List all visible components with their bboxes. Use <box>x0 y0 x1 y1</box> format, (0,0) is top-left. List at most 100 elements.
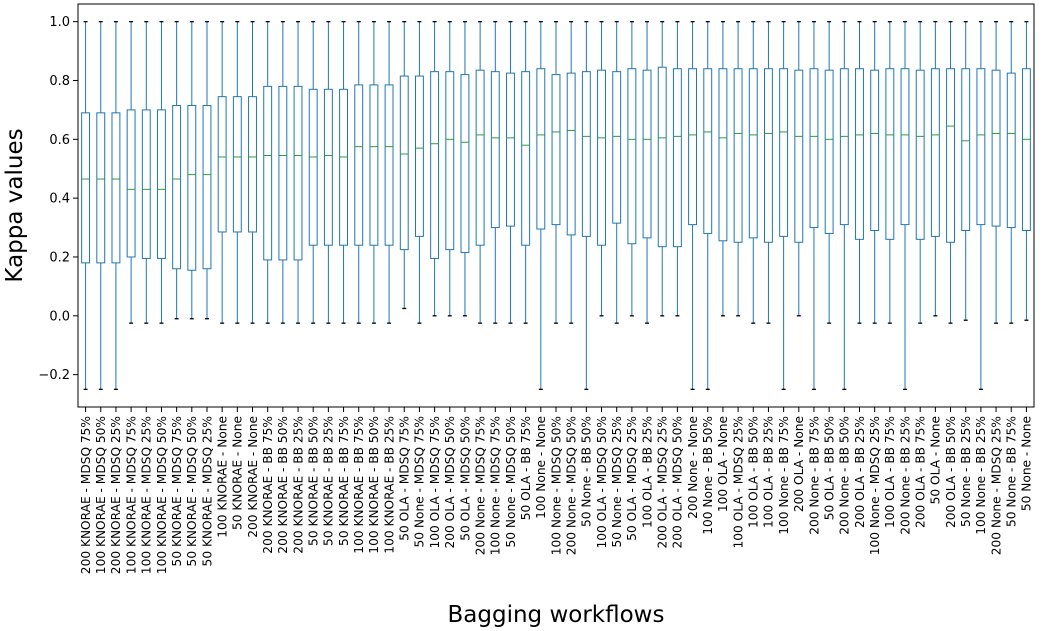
boxes-layer <box>81 20 1031 391</box>
iqr-box <box>657 66 667 248</box>
box-43 <box>718 20 728 317</box>
box-29 <box>506 20 515 324</box>
box-63 <box>1021 20 1031 321</box>
x-tick-label: 100 KNORAE - BB 25% <box>382 416 396 554</box>
x-tick-label: 100 None - MDSQ 75% <box>489 416 503 555</box>
x-tick-label: 50 None - MDSQ 50% <box>504 416 518 548</box>
box-56 <box>915 20 925 324</box>
box-61 <box>991 20 1001 324</box>
x-tick-label: 200 OLA - BB 75% <box>913 416 927 528</box>
x-tick-label: 200 KNORAE - BB 75% <box>261 416 275 554</box>
box-28 <box>490 20 500 324</box>
iqr-box <box>369 84 379 246</box>
x-tick-label: 200 KNORAE - MDSQ 75% <box>79 416 93 574</box>
iqr-box <box>172 104 182 270</box>
x-tick-label: 200 None - BB 25% <box>898 416 912 535</box>
iqr-box <box>399 75 409 251</box>
x-tick-label: 200 OLA - MDSQ 50% <box>671 416 685 548</box>
box-2 <box>96 20 106 391</box>
box-45 <box>748 20 758 324</box>
x-tick-label: 100 OLA - MDSQ 50% <box>595 416 609 548</box>
box-57 <box>930 20 940 317</box>
iqr-box <box>961 68 971 232</box>
box-37 <box>627 20 637 317</box>
box-46 <box>763 20 773 324</box>
x-tick-label: 50 OLA - MDSQ 50% <box>458 416 472 541</box>
x-tick-label: 100 OLA - None <box>716 416 730 512</box>
x-tick-label: 100 OLA - MDSQ 75% <box>428 416 442 548</box>
iqr-box <box>96 112 106 264</box>
box-13 <box>263 20 273 324</box>
iqr-box <box>430 71 440 259</box>
x-tick-label: 200 OLA - MDSQ 50% <box>443 416 457 548</box>
iqr-box <box>839 68 849 226</box>
iqr-box <box>642 69 652 239</box>
x-tick-label: 100 OLA - BB 75% <box>883 416 897 528</box>
x-tick-label: 200 None - MDSQ 75% <box>473 416 487 555</box>
box-3 <box>111 20 121 391</box>
iqr-box <box>293 85 303 261</box>
x-axis: 200 KNORAE - MDSQ 75% 100 KNORAE - MDSQ 5… <box>79 407 1034 574</box>
x-tick-label: 100 OLA - BB 25% <box>762 416 776 528</box>
iqr-box <box>551 74 561 226</box>
iqr-box <box>794 69 804 243</box>
iqr-box <box>885 68 895 240</box>
iqr-box <box>475 69 485 246</box>
x-tick-label: 200 None - MDSQ 50% <box>564 416 578 555</box>
box-48 <box>794 20 804 317</box>
x-tick-label: 100 OLA - MDSQ 25% <box>731 416 745 548</box>
iqr-box <box>81 112 91 264</box>
iqr-box <box>278 85 288 261</box>
iqr-box <box>308 88 318 246</box>
box-39 <box>657 20 667 317</box>
x-tick-label: 200 OLA - BB 50% <box>944 416 958 528</box>
box-42 <box>703 20 713 391</box>
iqr-box <box>946 68 955 243</box>
x-tick-label: 200 OLA - None <box>792 416 806 512</box>
box-30 <box>521 20 531 324</box>
box-9 <box>202 20 212 320</box>
x-tick-label: 200 KNORAE - BB 25% <box>291 416 305 554</box>
box-58 <box>946 20 955 324</box>
iqr-box <box>248 96 257 233</box>
x-tick-label: 50 KNORAE - MDSQ 25% <box>200 416 214 566</box>
box-27 <box>475 20 485 324</box>
box-47 <box>779 20 789 391</box>
iqr-box <box>566 72 576 236</box>
iqr-box <box>217 96 227 233</box>
box-35 <box>597 20 606 317</box>
iqr-box <box>672 68 682 248</box>
x-tick-label: 100 KNORAE - MDSQ 50% <box>155 416 169 574</box>
iqr-box <box>414 75 424 237</box>
box-32 <box>551 20 561 324</box>
iqr-box <box>733 68 743 243</box>
iqr-box <box>323 88 333 246</box>
x-tick-label: 100 None - BB 75% <box>777 416 791 535</box>
iqr-box <box>339 88 349 246</box>
box-34 <box>581 20 591 391</box>
x-tick-label: 50 None - None <box>1020 416 1034 511</box>
box-33 <box>566 20 576 324</box>
box-52 <box>855 20 864 324</box>
iqr-box <box>779 68 789 237</box>
box-11 <box>232 20 242 324</box>
x-tick-label: 100 None - BB 25% <box>974 416 988 535</box>
iqr-box <box>627 68 637 245</box>
box-6 <box>157 20 166 324</box>
x-tick-label: 50 KNORAE - MDSQ 50% <box>185 416 199 566</box>
iqr-box <box>460 74 470 254</box>
box-7 <box>172 20 182 320</box>
box-51 <box>839 20 849 391</box>
box-22 <box>399 20 409 310</box>
x-tick-label: 50 None - MDSQ 25% <box>610 416 624 548</box>
plot-frame <box>77 3 1035 408</box>
y-tick-label: 1.0 <box>49 15 70 30</box>
iqr-box <box>187 104 197 271</box>
box-17 <box>323 20 333 324</box>
x-tick-label: 50 KNORAE - MDSQ 75% <box>170 416 184 566</box>
x-tick-label: 50 None - MDSQ 75% <box>413 416 427 548</box>
x-tick-label: 50 KNORAE - None <box>231 416 245 530</box>
box-14 <box>278 20 288 324</box>
x-axis-title: Bagging workflows <box>448 602 665 628</box>
